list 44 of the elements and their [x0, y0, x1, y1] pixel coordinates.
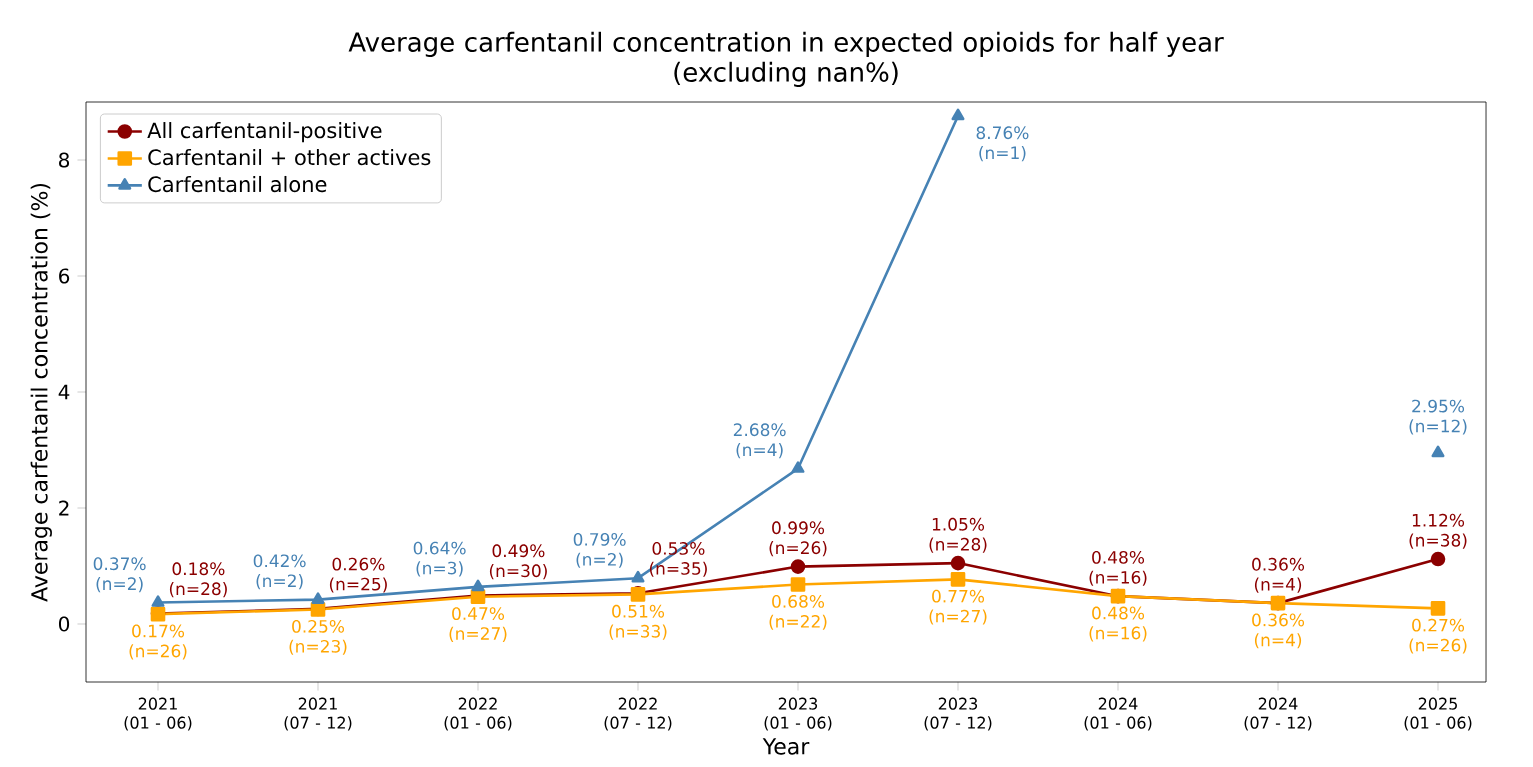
y-tick-label: 0: [58, 616, 70, 632]
y-tick-label: 4: [58, 384, 70, 400]
data-label: 0.18% (n=28): [169, 562, 227, 598]
data-label: 0.26% (n=25): [329, 557, 387, 593]
data-label: 0.48% (n=16): [1089, 550, 1147, 586]
y-tick-label: 8: [59, 152, 70, 168]
data-label: 0.37% (n=2): [93, 557, 146, 593]
data-label: 0.36% (n=4): [1252, 613, 1305, 649]
data-label: 0.42% (n=2): [253, 554, 306, 590]
data-label: 0.64% (n=3): [413, 541, 466, 577]
x-tick-label: 2024 (01 - 06): [1084, 697, 1152, 731]
legend-label: Carfentanil + other actives: [148, 148, 431, 166]
data-label: 1.12% (n=38): [1409, 513, 1467, 549]
x-tick-label: 2024 (07 - 12): [1244, 697, 1312, 731]
data-label: 0.47% (n=27): [449, 607, 507, 642]
x-tick-label: 2025 (01 - 06): [1404, 697, 1472, 731]
data-label: 0.17% (n=26): [129, 624, 187, 660]
y-axis-title: Average carfentanil concentration (%): [30, 183, 52, 602]
x-axis-title: Year: [762, 738, 810, 755]
y-tick-label: 2: [59, 500, 69, 516]
legend-label: All carfentanil-positive: [147, 122, 382, 143]
data-label: 0.51% (n=33): [609, 604, 667, 640]
data-label: 2.68% (n=4): [733, 423, 786, 459]
x-tick-label: 2022 (01 - 06): [444, 697, 512, 731]
x-tick-label: 2021 (01 - 06): [124, 697, 192, 731]
data-label: 0.79% (n=2): [573, 532, 626, 568]
data-label: 0.25% (n=23): [289, 619, 347, 655]
legend-label: Carfentanil alone: [148, 175, 327, 193]
data-label: 0.99% (n=26): [769, 521, 827, 557]
x-tick-label: 2023 (07 - 12): [924, 697, 992, 731]
data-label: 0.49% (n=30): [489, 544, 547, 580]
x-tick-label: 2023 (01 - 06): [764, 697, 832, 731]
data-label: 0.77% (n=27): [929, 589, 987, 625]
data-label: 8.76% (n=1): [976, 126, 1029, 162]
x-tick-label: 2022 (07 - 12): [604, 697, 672, 731]
data-label: 2.95% (n=12): [1409, 399, 1467, 435]
y-tick-label: 6: [59, 268, 70, 284]
chart-title: Average carfentanil concentration in expected opioids for half year (excluding nan%): [348, 31, 1224, 87]
x-tick-label: 2021 (07 - 12): [284, 697, 352, 731]
data-label: 0.68% (n=22): [769, 594, 827, 630]
data-label: 0.36% (n=4): [1252, 557, 1305, 593]
data-label: 0.48% (n=16): [1089, 606, 1147, 642]
data-label: 0.27% (n=26): [1409, 618, 1467, 654]
data-label: 1.05% (n=28): [929, 517, 987, 553]
